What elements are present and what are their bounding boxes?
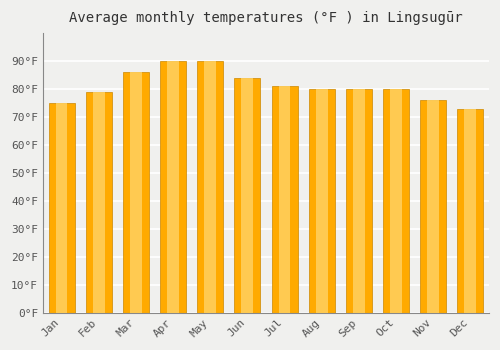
Bar <box>383 89 409 313</box>
Bar <box>197 61 223 313</box>
Bar <box>130 72 141 313</box>
Bar <box>272 86 297 313</box>
Bar <box>464 108 476 313</box>
Bar <box>458 108 483 313</box>
Bar <box>48 103 74 313</box>
Bar <box>353 89 364 313</box>
Bar <box>346 89 372 313</box>
Bar <box>167 61 179 313</box>
Bar <box>242 78 253 313</box>
Bar <box>86 92 112 313</box>
Bar <box>234 78 260 313</box>
Bar <box>56 103 68 313</box>
Bar <box>390 89 402 313</box>
Bar <box>204 61 216 313</box>
Bar <box>93 92 104 313</box>
Bar <box>123 72 149 313</box>
Bar <box>316 89 328 313</box>
Title: Average monthly temperatures (°F ) in Lingsugūr: Average monthly temperatures (°F ) in Li… <box>69 11 462 25</box>
Bar <box>428 100 439 313</box>
Bar <box>308 89 334 313</box>
Bar <box>278 86 290 313</box>
Bar <box>160 61 186 313</box>
Bar <box>420 100 446 313</box>
